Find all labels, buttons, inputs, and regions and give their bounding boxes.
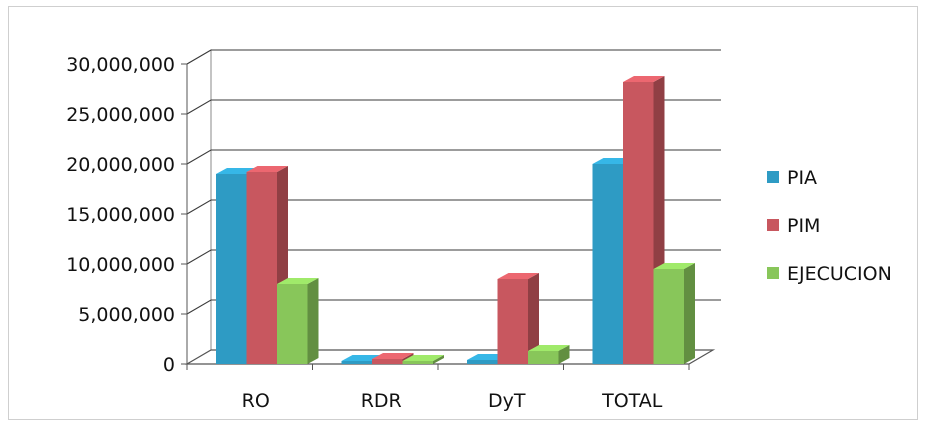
legend-item-ejecucion: EJECUCION xyxy=(767,263,892,285)
gridline xyxy=(186,49,721,65)
bar-front xyxy=(341,361,372,364)
y-tick-label: 10,000,000 xyxy=(66,254,175,276)
bar-ejecucion-dyt xyxy=(528,345,570,364)
legend-item-pia: PIA xyxy=(767,167,817,189)
bar-top xyxy=(246,166,288,172)
bar-front xyxy=(592,164,623,364)
bar-front xyxy=(372,359,403,364)
bar-top xyxy=(497,273,539,279)
bar-side xyxy=(307,278,319,364)
y-tick-label: 30,000,000 xyxy=(66,54,175,76)
x-tick-label: TOTAL xyxy=(601,390,663,412)
bar-side xyxy=(558,345,570,364)
gridline xyxy=(186,99,721,115)
bar-front xyxy=(246,172,277,364)
legend-item-pim: PIM xyxy=(767,215,820,237)
gridline xyxy=(186,249,721,265)
bar-front xyxy=(623,82,654,364)
legend-label: EJECUCION xyxy=(787,263,892,285)
gridline xyxy=(186,299,721,315)
bar-front xyxy=(467,360,498,364)
gridlines xyxy=(186,49,721,315)
legend-label: PIM xyxy=(787,215,820,237)
gridline xyxy=(186,149,721,165)
bar-side xyxy=(684,263,695,364)
bars xyxy=(216,76,695,364)
legend-swatch xyxy=(767,219,779,231)
y-tick-label: 0 xyxy=(163,354,175,376)
bar-side xyxy=(528,273,539,364)
bar-front xyxy=(277,284,308,364)
gridline xyxy=(186,199,721,215)
y-tick-label: 5,000,000 xyxy=(78,304,175,326)
bar-front xyxy=(216,174,247,364)
y-tick-label: 25,000,000 xyxy=(66,104,175,126)
x-tick-label: DyT xyxy=(488,390,526,412)
bar-top xyxy=(402,355,444,361)
y-tick-label: 20,000,000 xyxy=(66,154,175,176)
x-tick-label: RO xyxy=(242,390,270,412)
bar-front xyxy=(402,361,433,364)
bar-ejecucion-ro xyxy=(277,278,319,364)
legend-swatch xyxy=(767,171,779,183)
legend-label: PIA xyxy=(787,167,817,189)
bar-top xyxy=(623,76,665,82)
bar-top xyxy=(372,353,414,359)
bar-front xyxy=(653,269,684,364)
y-tick-label: 15,000,000 xyxy=(66,204,175,226)
bar-side xyxy=(433,355,444,364)
y-axis-ticks: 0 5,000,000 10,000,000 15,000,000 20,000,000… xyxy=(66,54,188,376)
x-tick-label: RDR xyxy=(361,390,402,412)
legend-swatch xyxy=(767,267,779,279)
bar-top xyxy=(653,263,695,269)
bar-ejecucion-rdr xyxy=(402,355,444,364)
bar-pim-dyt xyxy=(497,273,539,364)
bar-front xyxy=(497,279,528,364)
bar-ejecucion-total xyxy=(653,263,695,364)
bar-top xyxy=(528,345,570,351)
x-axis-ticks: RO RDR DyT TOTAL xyxy=(186,364,690,412)
chart-frame: 0 5,000,000 10,000,000 15,000,000 20,000,000… xyxy=(8,6,918,420)
bar-top xyxy=(277,278,319,284)
legend: PIA PIM EJECUCION xyxy=(767,167,892,285)
bar-front xyxy=(528,351,559,364)
bar-chart: 0 5,000,000 10,000,000 15,000,000 20,000,000… xyxy=(66,49,892,412)
